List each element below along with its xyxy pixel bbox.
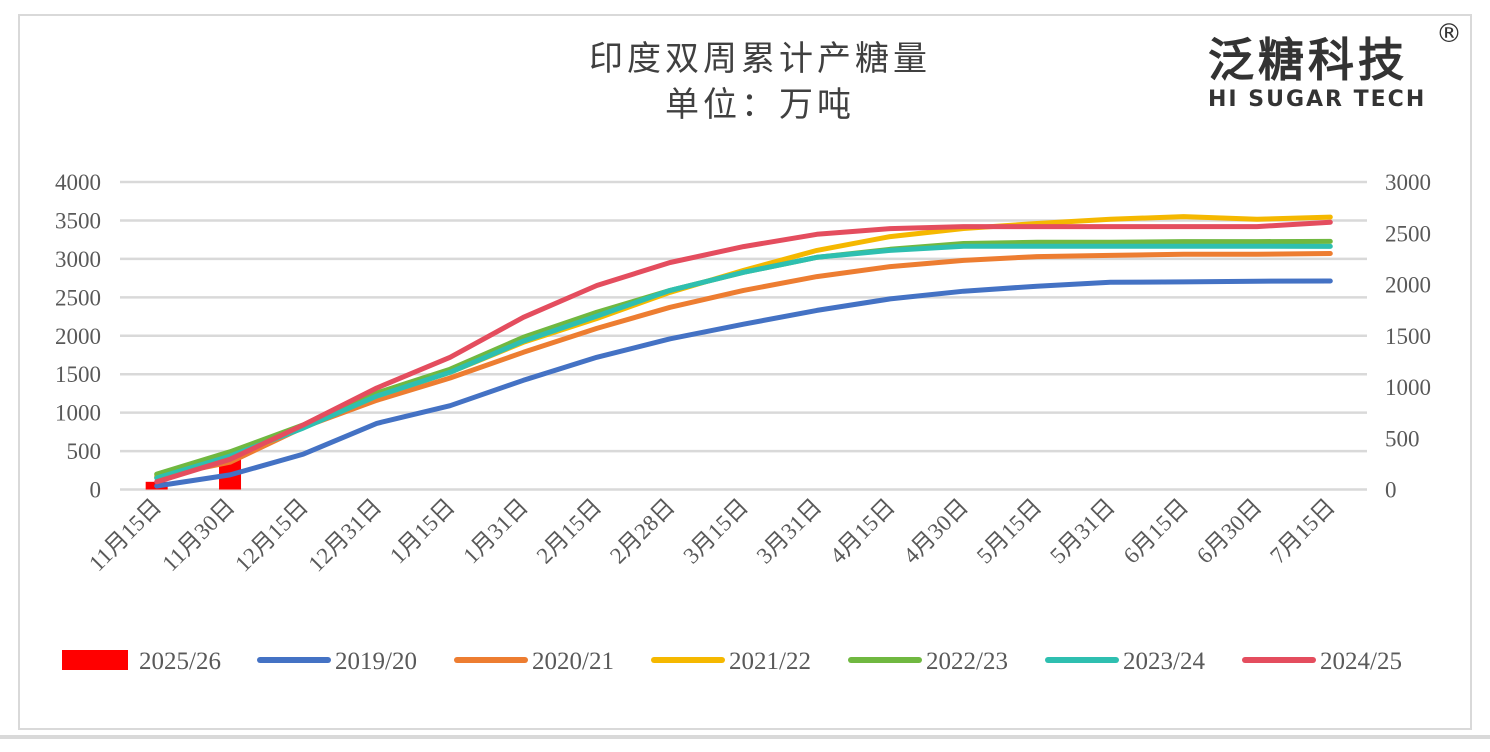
chart-subtitle: 单位：万吨 [665,85,855,125]
x-tick-label: 1月31日 [458,494,533,569]
legend-item: 2019/20 [257,648,417,675]
y-left-tick-label: 2500 [55,285,101,310]
y-left-tick-label: 3000 [55,247,101,272]
legend-label: 2024/25 [1320,648,1402,675]
logo: 泛糖科技 HI SUGAR TECH ® [1208,19,1462,112]
x-tick-label: 6月30日 [1192,494,1267,569]
chart-frame [18,14,1472,730]
divider [0,735,1490,739]
x-tick-label: 4月15日 [825,494,900,569]
y-right-tick-label: 2000 [1385,273,1431,298]
y-right-tick-label: 3000 [1385,170,1431,195]
x-tick-label: 3月31日 [752,494,827,569]
y-left-tick-label: 4000 [55,170,101,195]
x-tick-label: 7月15日 [1265,494,1340,569]
legend-item: 2021/22 [651,648,811,675]
y-right-tick-label: 2500 [1385,221,1431,246]
legend-item: 2020/21 [454,648,614,675]
legend-item: 2022/23 [848,648,1008,675]
y-left-tick-label: 1000 [55,401,101,426]
x-tick-label: 1月15日 [385,494,460,569]
x-tick-label: 2月28日 [605,494,680,569]
logo-cn: 泛糖科技 [1208,33,1408,87]
legend-label: 2021/22 [729,648,811,675]
legend-label: 2020/21 [532,648,614,675]
y-left-tick-label: 3500 [55,208,101,233]
legend-label: 2022/23 [926,648,1008,675]
chart-title: 印度双周累计产糖量 [589,39,931,79]
legend-item: 2025/26 [62,648,221,675]
x-tick-label: 4月30日 [898,494,973,569]
y-left-tick-label: 1500 [55,362,101,387]
y-right-tick-label: 1500 [1385,324,1431,349]
y-right-tick-label: 0 [1385,478,1397,503]
x-tick-label: 11月15日 [84,494,166,576]
legend-swatch [62,650,128,670]
y-left-tick-label: 500 [67,439,102,464]
legend-label: 2025/26 [139,648,221,675]
y-left-tick-label: 0 [90,478,102,503]
y-right-tick-label: 500 [1385,426,1420,451]
x-tick-label: 3月15日 [678,494,753,569]
x-tick-label: 12月31日 [304,494,387,577]
x-tick-label: 11月30日 [157,494,239,576]
x-tick-label: 5月31日 [1045,494,1120,569]
legend-label: 2023/24 [1123,648,1205,675]
series-line-2019-20 [154,278,1333,489]
legend-item: 2023/24 [1045,648,1205,675]
x-tick-label: 5月15日 [972,494,1047,569]
logo-en: HI SUGAR TECH [1208,87,1426,112]
x-tick-label: 12月15日 [230,494,313,577]
registered-mark: ® [1436,19,1462,49]
legend-item: 2024/25 [1242,648,1402,675]
legend-label: 2019/20 [335,648,417,675]
y-left-tick-label: 2000 [55,324,101,349]
x-tick-label: 2月15日 [532,494,607,569]
y-right-tick-label: 1000 [1385,375,1431,400]
x-tick-label: 6月15日 [1119,494,1194,569]
